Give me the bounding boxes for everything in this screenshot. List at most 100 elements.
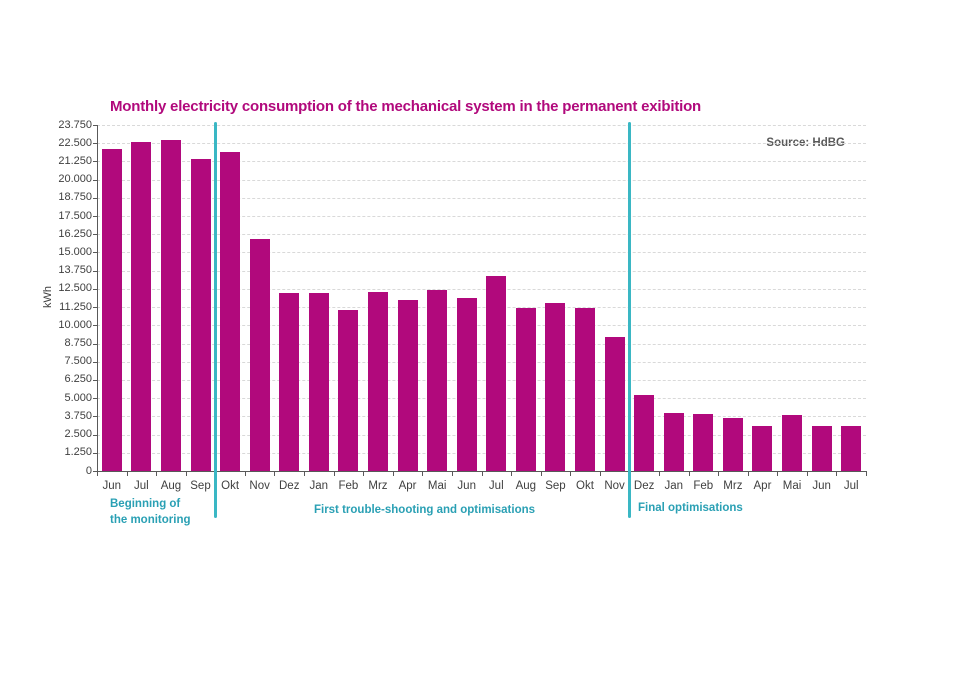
- x-tick-label: Aug: [515, 480, 537, 492]
- x-tick-label: Jul: [843, 480, 859, 492]
- y-tick-label: 23.750: [58, 118, 92, 131]
- phase-divider-1: [213, 122, 217, 518]
- bar-apr-22: [752, 425, 773, 471]
- phase-divider-2: [627, 122, 631, 518]
- x-axis-tick: [599, 472, 601, 476]
- y-axis-tick: [93, 125, 97, 126]
- gridline: [97, 234, 866, 236]
- x-axis-tick: [451, 472, 453, 476]
- x-axis-tick: [747, 472, 749, 476]
- y-axis-tick: [93, 452, 97, 454]
- x-tick-label: Sep: [190, 480, 211, 492]
- y-axis-tick: [93, 143, 97, 145]
- x-axis-tick: [718, 472, 720, 476]
- bar-dez-18: [634, 395, 655, 471]
- y-axis-tick: [93, 325, 97, 327]
- y-tick-label: 13.750: [58, 264, 92, 277]
- y-tick-label: 7.500: [64, 355, 92, 368]
- gridline: [97, 452, 866, 454]
- x-tick-label: Aug: [160, 480, 182, 492]
- x-axis-tick: [392, 472, 394, 476]
- bar-nov-5: [249, 238, 270, 471]
- y-axis-tick: [93, 379, 97, 381]
- x-tick-label: Jul: [488, 480, 504, 492]
- y-axis-tick: [93, 216, 97, 218]
- x-axis-tick: [836, 472, 838, 476]
- bar-feb-20: [693, 414, 714, 471]
- y-axis-tick: [93, 343, 97, 345]
- y-tick-label: 10.000: [58, 318, 92, 331]
- x-tick-label: Okt: [576, 480, 594, 492]
- y-axis-tick: [93, 179, 97, 181]
- x-tick-label: Jun: [812, 480, 831, 492]
- x-tick-label: Apr: [753, 480, 772, 492]
- bar-mai-11: [427, 290, 448, 471]
- gridline: [97, 361, 866, 363]
- y-axis-tick: [93, 307, 97, 309]
- x-axis-tick: [570, 472, 572, 476]
- x-axis-tick: [422, 472, 424, 476]
- y-axis-tick: [93, 270, 97, 272]
- y-tick-label: 8.750: [64, 337, 92, 350]
- x-axis-tick: [511, 472, 513, 476]
- gridline: [97, 398, 866, 400]
- bar-jun-24: [811, 425, 832, 471]
- bar-jan-7: [308, 293, 329, 471]
- gridline: [97, 125, 866, 126]
- bar-jan-19: [663, 413, 684, 471]
- y-axis-tick: [93, 252, 97, 254]
- y-tick-label: 20.000: [58, 173, 92, 186]
- x-tick-label: Dez: [633, 480, 655, 492]
- x-tick-label: Mrz: [723, 480, 743, 492]
- gridline: [97, 161, 866, 163]
- annotation-first-troubleshooting: First trouble-shooting and optimisations: [313, 504, 536, 516]
- bar-dez-6: [279, 292, 300, 471]
- chart-title: Monthly electricity consumption of the m…: [110, 98, 702, 115]
- x-axis-tick: [97, 472, 98, 476]
- gridline: [97, 379, 866, 381]
- x-axis-tick: [540, 472, 542, 476]
- x-axis-tick: [777, 472, 779, 476]
- x-axis-tick: [274, 472, 276, 476]
- y-axis-tick: [93, 234, 97, 236]
- x-tick-label: Okt: [221, 480, 240, 492]
- bar-mai-23: [782, 414, 803, 471]
- annotation-beginning-of-monitoring: Beginning of the monitoring: [110, 498, 191, 526]
- gridline: [97, 325, 866, 327]
- y-axis-tick: [93, 288, 97, 290]
- y-axis-tick: [93, 161, 97, 163]
- bar-okt-4: [220, 151, 241, 471]
- bar-aug-14: [515, 307, 536, 471]
- y-tick-label: 1.250: [64, 446, 92, 459]
- bar-jul-13: [486, 275, 507, 471]
- x-tick-label: Feb: [338, 480, 359, 492]
- y-tick-label: 5.000: [64, 391, 92, 404]
- bar-mrz-21: [722, 417, 743, 471]
- y-tick-label: 15.000: [58, 245, 92, 258]
- x-axis-tick: [688, 472, 690, 476]
- y-axis-tick: [93, 471, 97, 472]
- y-axis-tick: [93, 434, 97, 436]
- bar-sep-15: [545, 303, 566, 471]
- y-tick-label: 12.500: [58, 282, 92, 295]
- gridline: [97, 434, 866, 436]
- bar-feb-8: [338, 310, 359, 471]
- x-axis-tick: [333, 472, 335, 476]
- gridline: [97, 252, 866, 254]
- x-tick-label: Jan: [664, 480, 683, 492]
- y-axis-tick: [93, 361, 97, 363]
- x-tick-label: Jul: [133, 480, 149, 492]
- y-tick-label: 22.500: [58, 136, 92, 149]
- gridline: [97, 197, 866, 199]
- y-axis-line: [97, 125, 98, 471]
- x-tick-label: Mrz: [368, 480, 388, 492]
- gridline: [97, 179, 866, 181]
- x-axis-tick: [126, 472, 128, 476]
- x-tick-label: Dez: [279, 480, 300, 492]
- bar-jun-12: [456, 297, 477, 471]
- y-tick-label: 17.500: [58, 209, 92, 222]
- bar-apr-10: [397, 299, 418, 471]
- x-tick-label: Sep: [545, 480, 566, 492]
- x-axis-tick: [481, 472, 483, 476]
- x-axis-tick: [658, 472, 660, 476]
